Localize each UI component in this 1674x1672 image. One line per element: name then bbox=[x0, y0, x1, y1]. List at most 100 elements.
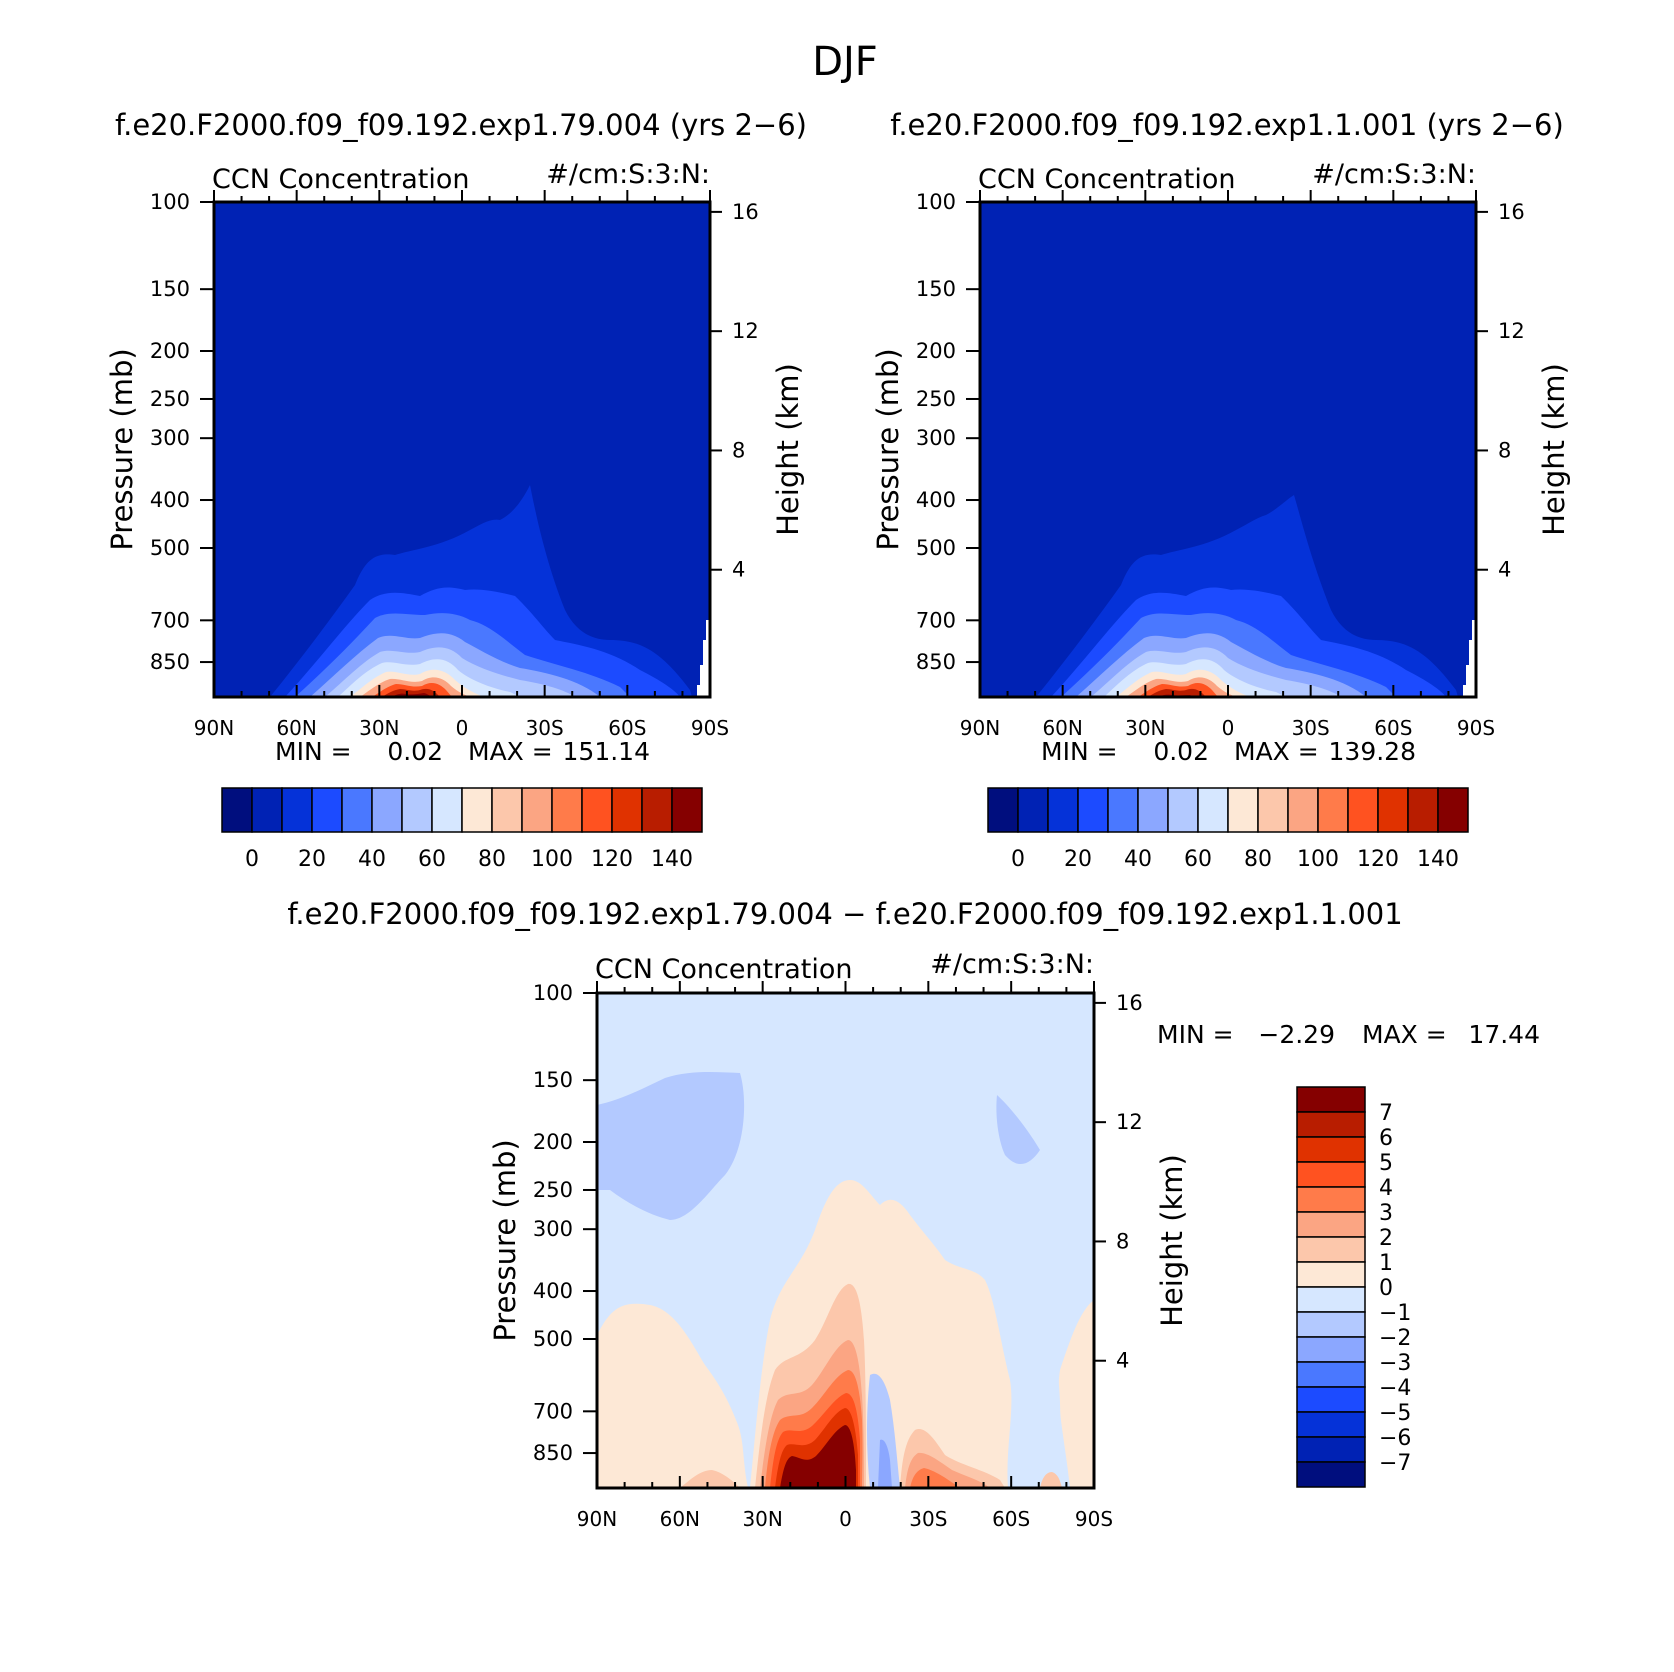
colorbar-swatch bbox=[221, 787, 253, 833]
colorbar-label: 2 bbox=[1379, 1226, 1393, 1251]
y-tick-label: 300 bbox=[916, 426, 956, 450]
colorbar-swatch bbox=[251, 787, 283, 833]
colorbar-label: −6 bbox=[1379, 1426, 1411, 1451]
y2-axis-title: Height (km) bbox=[771, 363, 805, 536]
panel-c-max-value: 17.44 bbox=[1468, 1020, 1540, 1049]
colorbar-label: 0 bbox=[245, 847, 259, 872]
colorbar-label: 80 bbox=[1244, 847, 1272, 872]
colorbar-swatch bbox=[581, 787, 613, 833]
x-tick-label: 90S bbox=[1075, 1507, 1113, 1531]
panel-a-colorbar: 0 20 40 60 80 100 120 140 bbox=[221, 787, 703, 872]
colorbar-label: 7 bbox=[1379, 1101, 1393, 1126]
panel-a-left-label: CCN Concentration bbox=[212, 164, 470, 195]
y2-tick-label: 16 bbox=[1116, 991, 1143, 1015]
colorbar-label: −5 bbox=[1379, 1401, 1411, 1426]
y2-tick-label: 4 bbox=[732, 558, 745, 582]
colorbar-swatch bbox=[1137, 787, 1169, 833]
panel-c-min-label: MIN = bbox=[1157, 1020, 1234, 1049]
colorbar-swatch bbox=[1296, 1336, 1366, 1363]
y2-tick-label: 8 bbox=[1498, 438, 1511, 462]
x-tick-label: 90S bbox=[1457, 716, 1495, 740]
x-tick-label: 60N bbox=[276, 716, 316, 740]
colorbar-label: 60 bbox=[1184, 847, 1212, 872]
x-tick-label: 60S bbox=[608, 716, 646, 740]
y-tick-label: 400 bbox=[533, 1279, 573, 1303]
contour-level bbox=[1148, 688, 1206, 697]
colorbar-swatch bbox=[1296, 1311, 1366, 1338]
colorbar-label: 80 bbox=[478, 847, 506, 872]
colorbar-swatch bbox=[1296, 1436, 1366, 1463]
colorbar-swatch bbox=[1296, 1161, 1366, 1188]
colorbar-swatch bbox=[1296, 1186, 1366, 1213]
y-axis-title: Pressure (mb) bbox=[488, 1139, 522, 1341]
panel-a-plot-area bbox=[214, 202, 710, 697]
panel-c-max-label: MAX = bbox=[1362, 1020, 1447, 1049]
panel-a-max-label: MAX = bbox=[468, 737, 553, 766]
y2-tick-label: 4 bbox=[1116, 1349, 1129, 1373]
colorbar-swatch bbox=[1437, 787, 1469, 833]
contour-level bbox=[1037, 1348, 1061, 1488]
panel-b-left-label: CCN Concentration bbox=[978, 164, 1236, 195]
x-tick-label: 60S bbox=[1374, 716, 1412, 740]
colorbar-swatch bbox=[1287, 787, 1319, 833]
panel-a-axes: 90N 60N 30N 0 30S 60S 90S 100 150 200 250 300 400 500… bbox=[105, 190, 805, 740]
colorbar-swatch bbox=[611, 787, 643, 833]
colorbar-label: 1 bbox=[1379, 1251, 1393, 1276]
y-tick-label: 400 bbox=[150, 488, 190, 512]
y-tick-label: 250 bbox=[533, 1178, 573, 1202]
x-tick-label: 0 bbox=[456, 716, 469, 740]
colorbar-label: −2 bbox=[1379, 1326, 1411, 1351]
y2-tick-label: 8 bbox=[1116, 1229, 1129, 1253]
panel-a-right-label: #/cm:S:3:N: bbox=[546, 159, 710, 190]
y-tick-label: 300 bbox=[533, 1217, 573, 1241]
colorbar-swatch bbox=[1047, 787, 1079, 833]
colorbar-label: 120 bbox=[1357, 847, 1399, 872]
y-tick-label: 850 bbox=[916, 650, 956, 674]
panel-b-colorbar: 0 20 40 60 80 100 120 140 bbox=[987, 787, 1469, 872]
colorbar-label: 140 bbox=[1417, 847, 1459, 872]
panel-b-max-label: MAX = bbox=[1234, 737, 1319, 766]
colorbar-swatch bbox=[1296, 1236, 1366, 1263]
colorbar-swatch bbox=[1407, 787, 1439, 833]
panel-b-right-label: #/cm:S:3:N: bbox=[1312, 159, 1476, 190]
colorbar-swatch bbox=[311, 787, 343, 833]
y-tick-label: 200 bbox=[150, 339, 190, 363]
contour-level bbox=[597, 1303, 748, 1488]
colorbar-label: 60 bbox=[418, 847, 446, 872]
colorbar-swatch bbox=[1296, 1211, 1366, 1238]
panel-b-min-value: 0.02 bbox=[1153, 737, 1209, 766]
colorbar-label: 40 bbox=[1124, 847, 1152, 872]
colorbar-swatch bbox=[1296, 1386, 1366, 1413]
panel-a-min-value: 0.02 bbox=[387, 737, 443, 766]
colorbar-label: 120 bbox=[591, 847, 633, 872]
colorbar-label: −1 bbox=[1379, 1301, 1411, 1326]
panel-a-title: f.e20.F2000.f09_f09.192.exp1.79.004 (yrs… bbox=[115, 108, 807, 142]
colorbar-label: −7 bbox=[1379, 1451, 1411, 1476]
y-tick-label: 100 bbox=[533, 981, 573, 1005]
panel-a-min-label: MIN = bbox=[275, 737, 352, 766]
panel-b-min-label: MIN = bbox=[1041, 737, 1118, 766]
panel-c-title: f.e20.F2000.f09_f09.192.exp1.79.004 − f.… bbox=[287, 897, 1402, 931]
panel-b-missing-region bbox=[1463, 620, 1476, 697]
colorbar-swatch bbox=[1257, 787, 1289, 833]
panel-b-title: f.e20.F2000.f09_f09.192.exp1.1.001 (yrs … bbox=[890, 108, 1564, 142]
colorbar-label: −3 bbox=[1379, 1351, 1411, 1376]
colorbar-label: −4 bbox=[1379, 1376, 1411, 1401]
x-tick-label: 30N bbox=[1125, 716, 1165, 740]
y-tick-label: 400 bbox=[916, 488, 956, 512]
colorbar-swatch bbox=[1077, 787, 1109, 833]
y2-tick-label: 12 bbox=[1116, 1110, 1143, 1134]
colorbar-swatch bbox=[401, 787, 433, 833]
y2-tick-label: 4 bbox=[1498, 558, 1511, 582]
panel-c-axes: 90N 60N 30N 0 30S 60S 90S 100 150 200 250 300 400 500… bbox=[488, 981, 1189, 1531]
colorbar-label: 20 bbox=[1064, 847, 1092, 872]
panel-a-max-value: 151.14 bbox=[563, 737, 650, 766]
x-tick-label: 30S bbox=[909, 1507, 947, 1531]
colorbar-swatch bbox=[1197, 787, 1229, 833]
x-tick-label: 60N bbox=[660, 1507, 700, 1531]
colorbar-swatch bbox=[1296, 1361, 1366, 1388]
y-tick-label: 500 bbox=[150, 536, 190, 560]
colorbar-label: 100 bbox=[531, 847, 573, 872]
colorbar-swatch bbox=[341, 787, 373, 833]
